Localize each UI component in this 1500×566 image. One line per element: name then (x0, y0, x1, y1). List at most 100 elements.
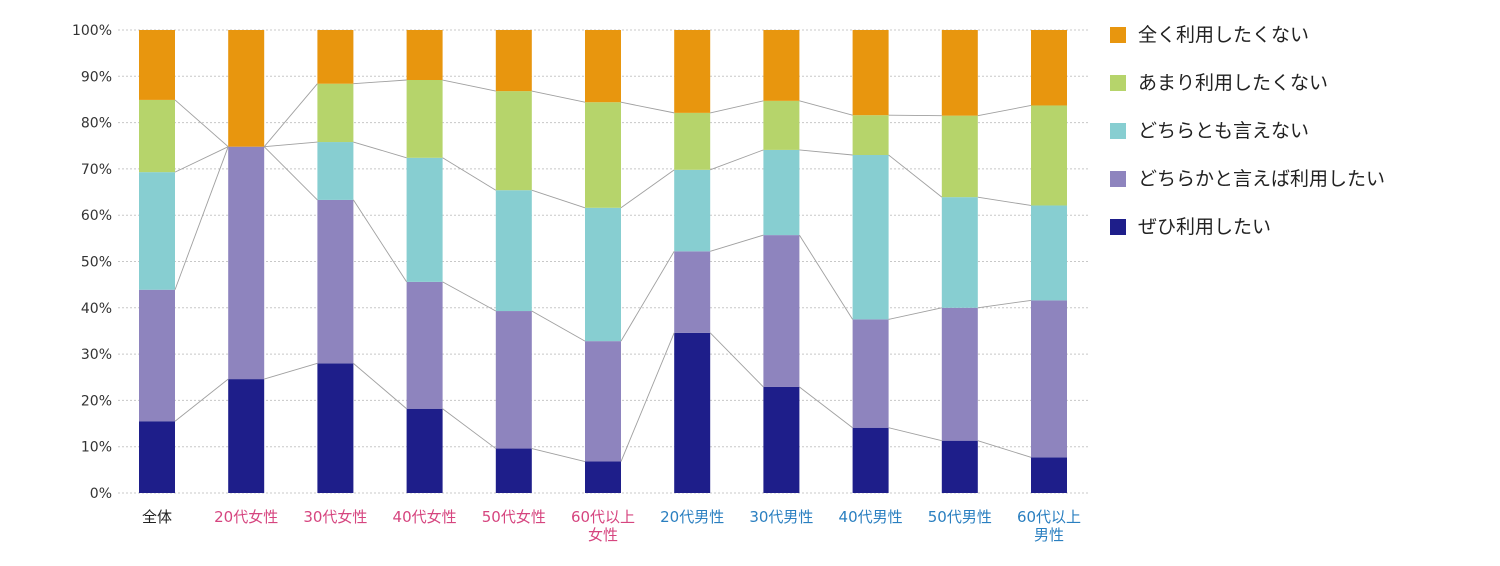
connector-line (799, 100, 853, 116)
x-category-label: 60代以上 (1017, 508, 1081, 526)
connector-line (174, 146, 229, 173)
bar-segment (406, 80, 443, 158)
connector-line (977, 105, 1032, 117)
bar-segment (763, 30, 800, 101)
connector-line (710, 149, 764, 171)
bar-segment (585, 207, 621, 342)
bar-segment (674, 251, 711, 333)
connector-line (442, 281, 497, 312)
connector-line (442, 157, 497, 191)
bar-segment (228, 146, 265, 380)
bar-segment (1031, 300, 1067, 458)
x-category-label: 全体 (142, 508, 172, 526)
bar-segment (585, 102, 621, 208)
bar-segment (406, 30, 443, 81)
bar-segment (1031, 30, 1067, 106)
bar-segment (941, 440, 978, 493)
x-category-label: 20代男性 (660, 508, 724, 526)
bar-segment (852, 30, 889, 116)
x-category-label: 女性 (588, 526, 618, 544)
connector-lines (174, 79, 1032, 462)
stacked-bar-chart: 0% 10% 20% 30% 40% 50% 60% 70% 80% 90% 100% 全体 20代女… (72, 23, 1090, 544)
bar-segment (852, 319, 889, 428)
connector-line (531, 189, 586, 209)
bar-segment (941, 307, 978, 441)
connector-line (442, 79, 496, 92)
bar-segment (585, 30, 621, 103)
connector-line (620, 169, 675, 209)
legend-item: ぜひ利用したい (1110, 216, 1385, 238)
bar-segment (495, 91, 532, 191)
connector-line (799, 386, 853, 429)
connector-line (264, 362, 318, 380)
y-tick-label: 50% (81, 255, 112, 271)
connector-line (799, 149, 853, 156)
y-axis-ticks: 0% 10% 20% 30% 40% 50% 60% 70% 80% 90% 100% (72, 23, 112, 502)
bar-segment (1031, 457, 1067, 493)
connector-line (353, 199, 407, 283)
bar-segment (674, 30, 711, 113)
y-tick-label: 100% (72, 23, 112, 39)
connector-line (710, 100, 764, 114)
legend-label: 全く利用したくない (1138, 24, 1310, 46)
connector-line (353, 363, 407, 410)
legend-item: あまり利用したくない (1110, 72, 1385, 94)
legend-item: どちらかと言えば利用したい (1110, 168, 1386, 190)
connector-line (174, 378, 229, 422)
bar-segment (139, 30, 175, 100)
connector-line (977, 440, 1032, 458)
connector-line (977, 196, 1032, 206)
x-category-label: 40代女性 (393, 508, 457, 526)
legend-swatch (1110, 219, 1126, 235)
bar-segment (495, 30, 532, 92)
connector-line (264, 141, 318, 148)
connector-line (353, 141, 407, 159)
bar-segment (228, 379, 265, 493)
bar-segment (852, 155, 889, 320)
bar-segment (585, 341, 621, 462)
bar-segment (495, 311, 532, 449)
bars (139, 30, 1067, 493)
bar-segment (941, 115, 978, 198)
connector-line (620, 251, 675, 342)
connector-line (263, 83, 318, 147)
x-category-label: 50代男性 (928, 508, 992, 526)
connector-line (888, 154, 943, 198)
bar-segment (317, 199, 354, 364)
x-category-label: 20代女性 (214, 508, 278, 526)
connector-line (442, 408, 497, 449)
bar-segment (317, 30, 354, 84)
bar-segment (763, 386, 800, 493)
y-tick-label: 0% (90, 486, 112, 502)
legend-label: どちらとも言えない (1138, 120, 1310, 142)
x-category-label: 50代女性 (482, 508, 546, 526)
legend-label: ぜひ利用したい (1138, 216, 1272, 238)
connector-line (799, 234, 853, 320)
y-tick-label: 80% (81, 116, 112, 132)
bar-segment (941, 30, 978, 116)
connector-line (174, 146, 229, 290)
bar-segment (317, 363, 354, 493)
connector-line (620, 332, 675, 462)
x-category-label: 男性 (1034, 526, 1064, 544)
legend-swatch (1110, 123, 1126, 139)
connector-line (620, 101, 675, 114)
connector-line (531, 310, 586, 342)
bar-segment (674, 169, 711, 252)
legend: 全く利用したくない あまり利用したくない どちらとも言えないどちらかと言えば利用した… (1110, 26, 1385, 266)
legend-swatch (1110, 171, 1126, 187)
bar-segment (941, 197, 978, 308)
connector-line (888, 307, 942, 320)
y-tick-label: 70% (81, 162, 112, 178)
legend-label: どちらかと言えば利用したい (1138, 168, 1386, 190)
bar-segment (317, 142, 354, 200)
y-tick-label: 60% (81, 208, 112, 224)
y-tick-label: 10% (81, 440, 112, 456)
bar-segment (763, 149, 800, 236)
connector-line (263, 146, 318, 201)
connector-line (709, 332, 764, 388)
bar-segment (495, 448, 532, 493)
legend-label: あまり利用したくない (1138, 72, 1329, 94)
y-tick-label: 20% (81, 393, 112, 409)
bar-segment (852, 115, 889, 156)
